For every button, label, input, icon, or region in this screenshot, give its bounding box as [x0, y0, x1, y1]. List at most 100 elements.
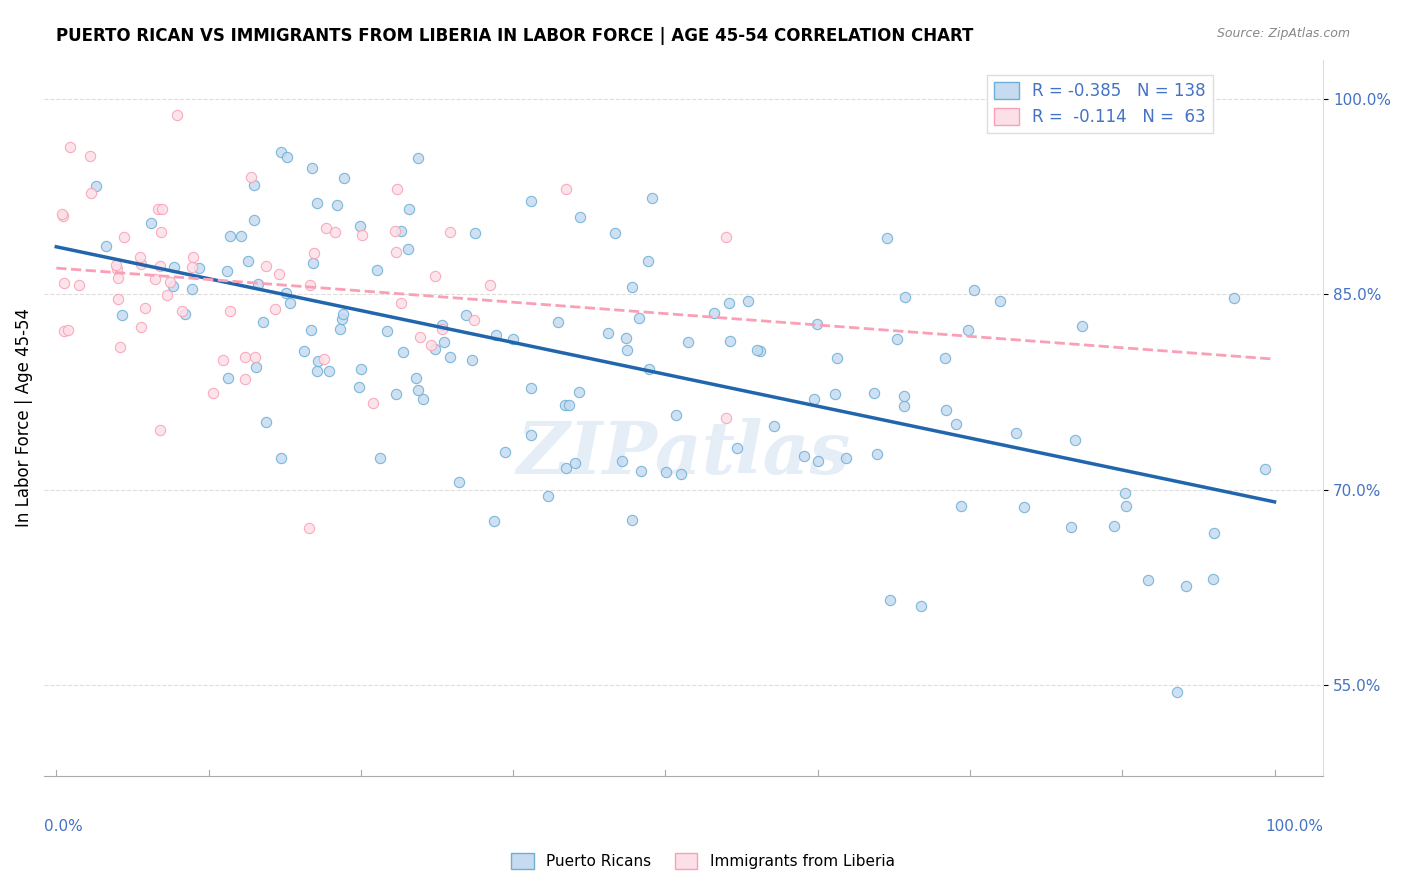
Point [377, 324, 399, 338]
Point [893, 389, 915, 403]
Point [749, 344, 772, 359]
Point [520, 381, 543, 395]
Point [1060, 519, 1083, 533]
Point [1201, 572, 1223, 586]
Text: ZIPatlas: ZIPatlas [516, 418, 851, 489]
Point [292, 343, 315, 358]
Point [419, 338, 441, 352]
Point [558, 398, 581, 412]
Point [737, 293, 759, 308]
Point [454, 308, 477, 322]
Point [150, 225, 173, 239]
Point [745, 343, 768, 357]
Point [252, 315, 274, 329]
Point [1136, 573, 1159, 587]
Point [956, 323, 979, 337]
Point [621, 279, 644, 293]
Point [1174, 579, 1197, 593]
Point [678, 334, 700, 349]
Point [52, 209, 75, 223]
Text: 100.0%: 100.0% [1265, 819, 1323, 834]
Point [554, 182, 576, 196]
Point [1115, 499, 1137, 513]
Point [408, 383, 430, 397]
Point [718, 295, 741, 310]
Y-axis label: In Labor Force | Age 45-54: In Labor Force | Age 45-54 [15, 309, 32, 527]
Point [149, 259, 172, 273]
Point [159, 275, 181, 289]
Point [803, 392, 825, 406]
Point [245, 350, 267, 364]
Point [107, 293, 129, 307]
Point [409, 330, 432, 344]
Point [361, 396, 384, 410]
Point [219, 229, 242, 244]
Point [58, 323, 80, 337]
Point [350, 361, 373, 376]
Point [616, 343, 638, 357]
Point [432, 322, 454, 336]
Point [447, 475, 470, 489]
Point [520, 427, 543, 442]
Point [793, 449, 815, 463]
Point [368, 450, 391, 465]
Point [537, 489, 560, 503]
Point [305, 364, 328, 378]
Point [1254, 462, 1277, 476]
Point [79, 149, 101, 163]
Point [329, 322, 352, 336]
Point [212, 352, 235, 367]
Point [245, 360, 267, 375]
Point [236, 254, 259, 268]
Point [1005, 426, 1028, 441]
Point [396, 242, 419, 256]
Point [1202, 526, 1225, 541]
Point [181, 282, 204, 296]
Point [630, 464, 652, 478]
Point [725, 442, 748, 456]
Point [610, 454, 633, 468]
Point [134, 301, 156, 315]
Point [554, 398, 576, 412]
Point [389, 296, 412, 310]
Point [108, 340, 131, 354]
Point [988, 294, 1011, 309]
Point [350, 228, 373, 243]
Point [146, 202, 169, 217]
Point [718, 334, 741, 349]
Point [479, 278, 502, 293]
Point [256, 415, 278, 429]
Point [129, 319, 152, 334]
Point [406, 151, 429, 165]
Point [188, 261, 211, 276]
Point [502, 332, 524, 346]
Point [391, 345, 413, 359]
Point [366, 262, 388, 277]
Point [945, 417, 967, 432]
Point [554, 460, 576, 475]
Point [439, 350, 461, 364]
Point [278, 296, 301, 310]
Point [318, 364, 340, 378]
Point [464, 226, 486, 240]
Point [596, 326, 619, 340]
Point [825, 351, 848, 365]
Point [1012, 500, 1035, 514]
Point [150, 202, 173, 217]
Legend: R = -0.385   N = 138, R =  -0.114   N =  63: R = -0.385 N = 138, R = -0.114 N = 63 [987, 75, 1212, 133]
Point [302, 246, 325, 260]
Point [430, 318, 453, 332]
Point [174, 307, 197, 321]
Point [233, 372, 256, 386]
Point [716, 230, 738, 244]
Point [520, 194, 543, 208]
Point [824, 387, 846, 401]
Point [405, 371, 427, 385]
Point [229, 228, 252, 243]
Point [935, 403, 957, 417]
Point [246, 277, 269, 291]
Point [384, 387, 406, 401]
Point [910, 599, 932, 613]
Point [886, 332, 908, 346]
Point [347, 380, 370, 394]
